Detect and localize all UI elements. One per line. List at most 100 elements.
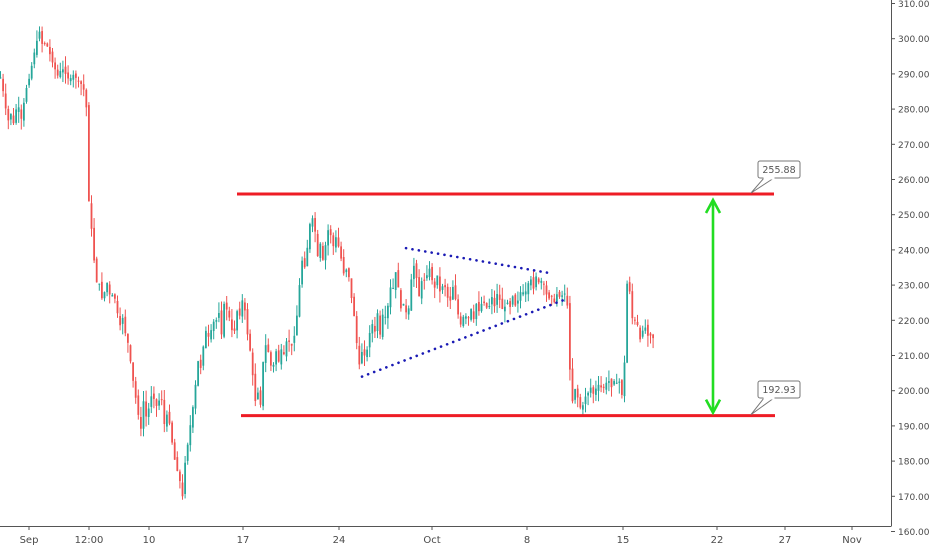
candle-body	[537, 278, 540, 283]
candle-body	[348, 268, 350, 278]
candle-body	[236, 311, 238, 331]
candle-body	[186, 444, 189, 461]
candle-body	[342, 257, 345, 274]
candle-body	[306, 247, 309, 267]
candle-body	[394, 272, 397, 290]
time-tick-label: 17	[237, 535, 250, 546]
candle-body	[558, 291, 561, 297]
time-tick-label: 22	[711, 535, 724, 546]
candle-body	[246, 309, 249, 335]
candle-body	[311, 218, 314, 227]
candle-body	[163, 399, 166, 425]
candle-body	[218, 313, 220, 318]
price-tick-label: 160.00	[898, 528, 930, 538]
candle-body	[579, 397, 582, 408]
time-axis[interactable]: Sep 12:00 10 17 24 Oct 8 15 22 27 Nov	[0, 526, 892, 546]
candle-body	[150, 396, 153, 407]
candle-body	[231, 319, 233, 331]
candle-body	[467, 317, 470, 319]
price-tick-label: 270.00	[898, 141, 930, 151]
candle-body	[374, 325, 376, 332]
candle-body	[46, 43, 49, 47]
candle-body	[202, 346, 205, 366]
candle-body	[433, 281, 436, 288]
candle-body	[7, 108, 10, 121]
candle-body	[384, 316, 387, 318]
candle-body	[329, 229, 332, 236]
candle-body	[501, 298, 504, 310]
upper-trendline	[404, 246, 550, 275]
candle-body	[262, 362, 264, 407]
candle-body	[114, 294, 116, 299]
candle-body	[613, 381, 615, 385]
candle-body	[166, 414, 168, 427]
candle-body	[298, 285, 301, 317]
candle-body	[340, 246, 342, 259]
candle-body	[449, 296, 452, 301]
price-tick-label: 280.00	[898, 106, 930, 116]
candle-body	[483, 301, 485, 303]
candle-body	[20, 109, 23, 119]
candle-body	[194, 384, 197, 409]
candle-body	[605, 382, 608, 390]
candle-body	[319, 243, 322, 259]
range-arrow	[704, 197, 722, 416]
candle-body	[545, 285, 548, 295]
candle-body	[98, 283, 101, 285]
candle-body	[535, 276, 537, 288]
candle-body	[119, 316, 121, 326]
candle-body	[431, 267, 433, 281]
candle-body	[400, 290, 402, 309]
candle-body	[137, 395, 140, 415]
candle-body	[176, 457, 179, 471]
candle-body	[25, 87, 28, 102]
candle-body	[574, 389, 576, 400]
candle-body	[402, 303, 405, 306]
candle-body	[368, 332, 371, 348]
candle-body	[363, 349, 366, 356]
candle-body	[82, 84, 85, 90]
candle-body	[264, 345, 267, 363]
candle-body	[181, 482, 184, 497]
candle-body	[69, 78, 72, 82]
candle-body	[244, 302, 246, 311]
candle-body	[36, 40, 38, 55]
candle-body	[478, 301, 480, 312]
candle-body	[17, 107, 20, 112]
candle-body	[548, 292, 550, 299]
candle-body	[225, 302, 228, 310]
time-tick-label: Nov	[842, 535, 862, 546]
candle-body	[420, 281, 423, 299]
range-arrow-head-down	[704, 398, 722, 416]
candle-body	[452, 286, 454, 300]
candle-body	[407, 308, 410, 315]
candle-body	[595, 388, 597, 395]
candle-body	[465, 316, 467, 319]
candle-body	[303, 258, 306, 268]
candle-body	[623, 362, 626, 397]
candle-body	[576, 388, 579, 398]
candle-body	[272, 364, 275, 367]
candle-body	[173, 442, 176, 460]
candle-body	[618, 381, 621, 383]
candle-body	[337, 237, 340, 247]
price-tick-label: 240.00	[898, 246, 930, 256]
candle-body	[371, 324, 374, 334]
candle-body	[532, 277, 535, 289]
lower-trendline	[360, 297, 568, 378]
candle-body	[309, 224, 311, 250]
price-axis[interactable]: 160.00 170.00 180.00 190.00 200.00 210.00 220.…	[891, 0, 930, 538]
candle-body	[249, 333, 251, 351]
support-callout: 192.93	[750, 380, 801, 415]
candle-body	[179, 471, 181, 482]
candle-body	[498, 294, 501, 300]
candle-body	[540, 280, 543, 283]
candle-body	[353, 296, 355, 317]
candle-body	[522, 292, 524, 295]
candle-body	[514, 294, 517, 306]
candle-body	[556, 294, 558, 302]
candle-body	[4, 93, 7, 109]
candle-body	[504, 306, 506, 312]
